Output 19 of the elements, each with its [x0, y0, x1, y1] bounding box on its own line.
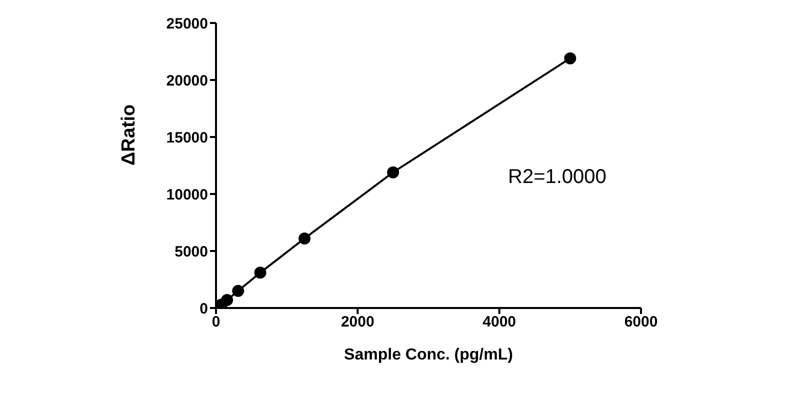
y-tick-label: 20000 — [166, 72, 208, 90]
x-tick-label: 6000 — [624, 314, 658, 331]
point — [298, 232, 311, 244]
point — [387, 166, 400, 178]
y-tick-label: 15000 — [166, 129, 208, 146]
x-axis-title: Sample Conc. (pg/mL) — [344, 346, 513, 364]
point — [254, 266, 266, 279]
y-axis-title: ΔRatio — [118, 104, 140, 166]
y-tick-label: 25000 — [166, 15, 208, 32]
annotation: R2=1.0000 — [508, 166, 606, 189]
point — [564, 52, 576, 64]
x-tick-label: 0 — [212, 314, 220, 331]
y-tick-label: 5000 — [174, 243, 208, 260]
point — [232, 284, 244, 297]
x-tick-label: 4000 — [482, 314, 516, 331]
y-tick-label: 10000 — [166, 186, 208, 204]
point — [221, 294, 234, 306]
y-tick-label: 0 — [200, 300, 208, 318]
x-tick-label: 2000 — [340, 314, 374, 331]
